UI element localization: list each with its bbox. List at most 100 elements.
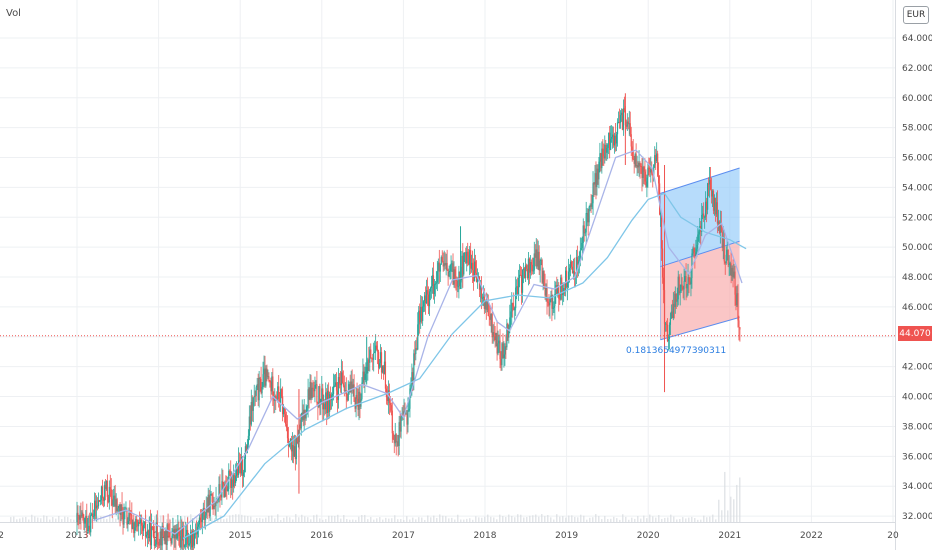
candle-body: [77, 512, 79, 516]
candle-body: [117, 508, 119, 512]
y-tick-label: 54.000: [902, 183, 932, 193]
candle-body: [499, 340, 501, 360]
volume-bar: [478, 517, 480, 522]
candle-body: [252, 397, 254, 411]
candle-body: [681, 284, 683, 288]
candle-body: [424, 295, 426, 302]
candle-body: [584, 232, 586, 234]
volume-bar: [439, 514, 441, 522]
candle-body: [578, 259, 580, 262]
candle-body: [441, 257, 443, 262]
candle-body: [178, 528, 180, 537]
candle-body: [591, 203, 593, 207]
candle-body: [341, 372, 343, 384]
volume-indicator-label[interactable]: Vol: [6, 8, 21, 19]
volume-bar: [640, 518, 642, 522]
y-tick-label: 42.000: [902, 363, 932, 373]
candle-body: [559, 298, 561, 300]
candle-body: [294, 446, 296, 460]
candle-body: [708, 179, 711, 185]
candle-body: [288, 442, 291, 447]
candle-body: [218, 484, 220, 499]
candle-body: [637, 165, 639, 168]
candle-body: [159, 532, 161, 545]
candle-body: [108, 487, 110, 503]
candle-body: [516, 286, 518, 288]
candle-body: [706, 201, 708, 210]
candle-body: [353, 384, 355, 402]
candle-body: [712, 190, 715, 211]
candle-body: [469, 250, 471, 265]
candle-body: [471, 262, 473, 269]
volume-bar: [421, 517, 423, 522]
volume-bar: [316, 514, 318, 522]
candle-body: [126, 509, 128, 525]
volume-bar: [196, 517, 198, 522]
candle-body: [315, 384, 317, 386]
candle-body: [635, 153, 637, 167]
channel-line: [660, 316, 740, 341]
candle-body: [669, 318, 671, 325]
volume-bar: [31, 514, 33, 522]
candle-body: [507, 323, 509, 338]
volume-bar: [259, 517, 261, 522]
volume-bar: [379, 517, 381, 522]
candle-body: [371, 357, 373, 359]
candle-body: [522, 268, 525, 270]
volume-bar: [295, 514, 297, 522]
volume-bar: [241, 514, 243, 522]
candle-body: [127, 521, 129, 525]
candle-body: [444, 263, 446, 266]
candle-body: [504, 346, 506, 355]
candle-body: [179, 536, 181, 548]
volume-bar: [238, 514, 240, 522]
candle-body: [565, 270, 567, 292]
candle-body: [665, 323, 668, 325]
candle-body: [563, 288, 565, 294]
volume-bar: [262, 518, 264, 522]
candle-body: [484, 300, 486, 309]
candle-body: [277, 386, 279, 399]
candle-body: [551, 295, 553, 309]
x-tick-label: 2016: [310, 531, 333, 541]
candle-body: [512, 302, 514, 306]
candle-body: [494, 336, 496, 340]
candle-body: [525, 265, 528, 269]
candle-body: [169, 531, 171, 539]
volume-bar: [601, 519, 603, 522]
candle-body: [419, 310, 421, 323]
candle-body: [730, 263, 732, 276]
candle-body: [129, 513, 131, 515]
candle-body: [479, 284, 482, 290]
candle-body: [581, 242, 583, 248]
candle-body: [405, 413, 407, 415]
candle-body: [461, 255, 463, 279]
volume-bar: [184, 515, 186, 522]
candle-body: [575, 257, 577, 274]
candle-body: [615, 134, 618, 144]
candle-body: [236, 468, 238, 477]
candle-body: [684, 276, 686, 282]
candle-body: [481, 297, 483, 299]
volume-bar: [469, 518, 471, 522]
volume-bar: [286, 516, 288, 522]
volume-bar: [607, 518, 609, 522]
candle-body: [667, 338, 670, 342]
candle-body: [139, 522, 141, 524]
candle-body: [643, 167, 645, 172]
volume-bar: [388, 518, 390, 522]
candle-body: [505, 346, 507, 348]
candle-body: [467, 251, 469, 256]
candle-body: [280, 389, 282, 404]
candle-body: [122, 511, 124, 525]
candle-body: [728, 264, 730, 266]
candle-body: [612, 134, 614, 137]
candle-body: [239, 463, 242, 474]
candle-body: [231, 479, 233, 488]
candle-body: [735, 294, 737, 306]
volume-bar: [565, 517, 567, 522]
candle-body: [567, 271, 570, 283]
candle-body: [689, 281, 691, 285]
currency-button[interactable]: EUR: [903, 6, 929, 24]
candle-body: [199, 517, 201, 521]
